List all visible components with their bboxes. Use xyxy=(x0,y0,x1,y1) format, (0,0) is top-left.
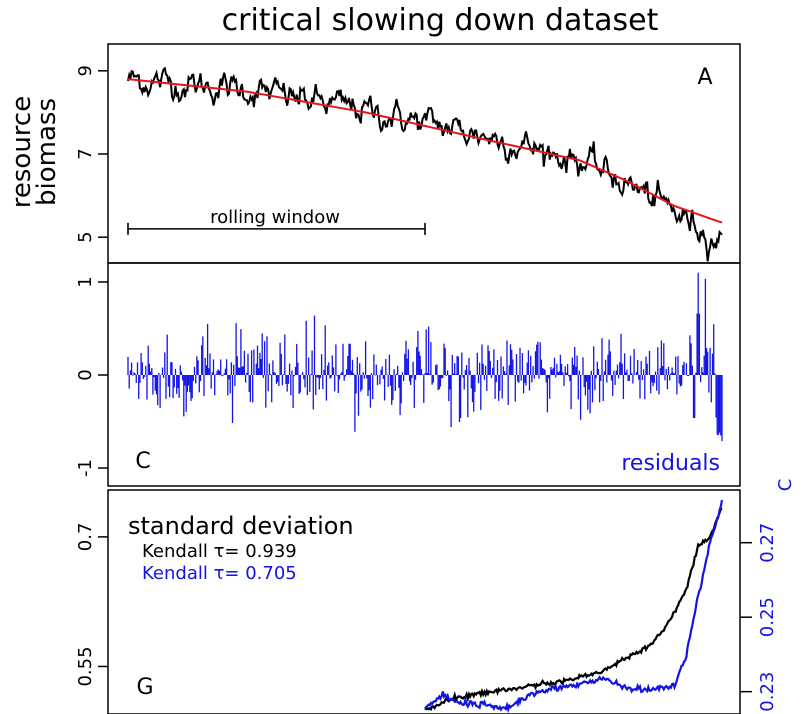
panel-a-resource-biomass: resource biomass A rolling window 5 7 9 xyxy=(7,43,741,264)
residuals-label: residuals xyxy=(621,451,720,476)
trend-line xyxy=(127,78,723,224)
panel-g-standard-deviation: standard deviation Kendall τ= 0.939 Kend… xyxy=(75,479,796,714)
panel-c-residuals: C residuals -1 0 1 xyxy=(75,262,741,487)
panel-a-frame xyxy=(107,43,741,264)
right-axis-partial-label: C xyxy=(775,479,796,492)
panel-c-ytick-label: -1 xyxy=(75,459,96,477)
panel-c-ytick-label: 0 xyxy=(75,369,96,380)
panel-a-ytick-label: 5 xyxy=(75,231,96,242)
legend-kendall-black: Kendall τ= 0.939 xyxy=(142,541,297,562)
panel-g-right-ytick-label: 0.27 xyxy=(757,523,778,563)
panel-c-letter: C xyxy=(135,449,150,474)
panel-g-right-ytick-label: 0.23 xyxy=(757,672,778,712)
rolling-window-label: rolling window xyxy=(210,207,340,228)
legend-kendall-blue: Kendall τ= 0.705 xyxy=(142,563,297,584)
panel-a-ylabel-line1: resource xyxy=(7,96,37,208)
panel-g-frame xyxy=(107,489,741,714)
panel-a-ytick-label: 9 xyxy=(75,65,96,76)
panel-g-right-ytick-label: 0.25 xyxy=(757,597,778,637)
panel-g-left-ytick-label: 0.55 xyxy=(75,646,96,686)
panel-g-legend-title: standard deviation xyxy=(128,512,354,540)
sd-series-black xyxy=(424,507,723,712)
figure-title: critical slowing down dataset xyxy=(222,3,659,38)
panel-a-ytick-label: 7 xyxy=(75,148,96,159)
panel-g-left-ytick-label: 0.7 xyxy=(75,523,96,552)
biomass-series-line xyxy=(127,66,723,262)
panel-a-letter: A xyxy=(697,65,712,90)
panel-g-letter: G xyxy=(136,675,153,700)
panel-c-ytick-label: 1 xyxy=(75,276,96,287)
sd-series-blue xyxy=(424,499,724,714)
panel-a-ylabel-line2: biomass xyxy=(32,98,62,206)
